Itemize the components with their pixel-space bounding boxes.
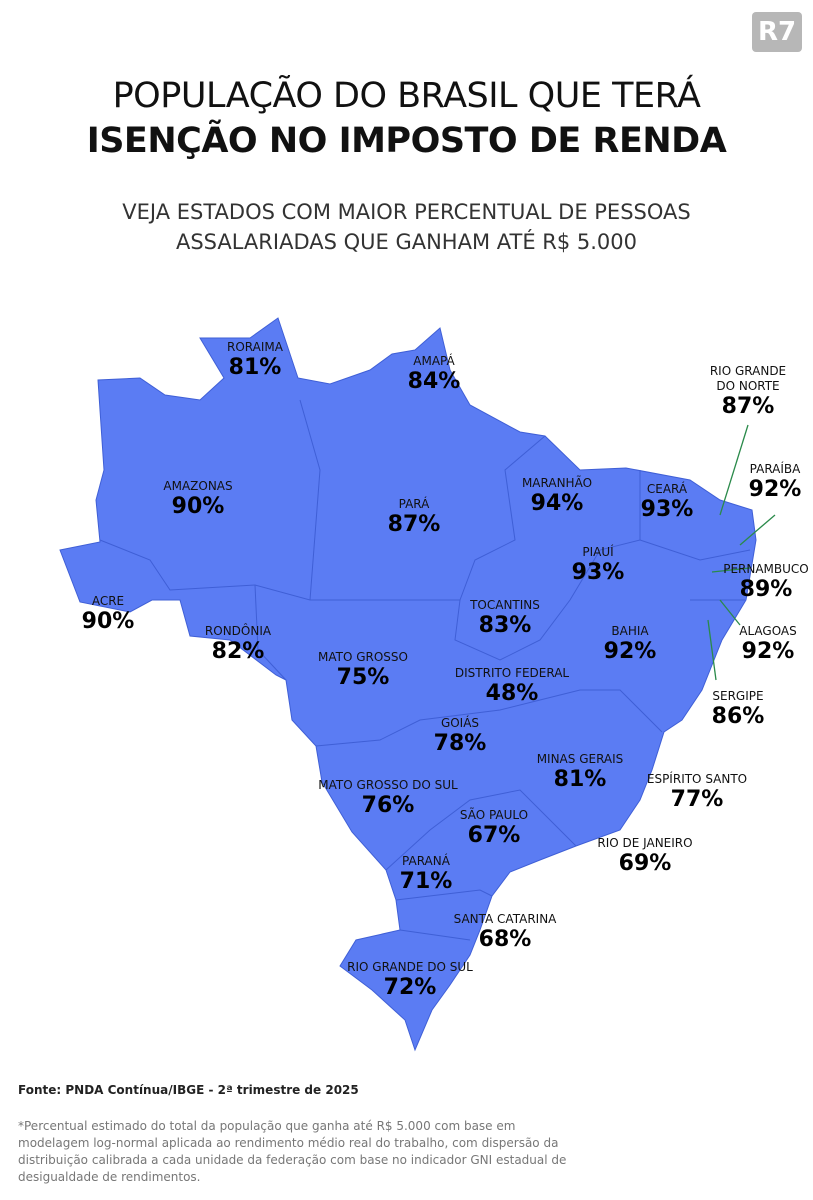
state-name: ESPÍRITO SANTO — [646, 772, 748, 786]
state-label: SERGIPE 86% — [658, 689, 813, 730]
state-value: 92% — [741, 639, 795, 664]
state-label: SÃO PAULO 67% — [414, 808, 574, 849]
state-label: MATO GROSSO 75% — [283, 650, 443, 691]
state-value: 75% — [336, 665, 390, 690]
state-label: ESPÍRITO SANTO 77% — [617, 772, 777, 813]
state-name: PARAÍBA — [749, 462, 801, 476]
state-label: PARANÁ 71% — [346, 854, 506, 895]
state-value: 68% — [478, 927, 532, 952]
title: ISENÇÃO NO IMPOSTO DE RENDA — [86, 121, 727, 161]
state-name: PARANÁ — [402, 854, 450, 868]
state-value: 81% — [553, 767, 607, 792]
state-label: RIO DE JANEIRO 69% — [565, 836, 725, 877]
state-name: CEARÁ — [646, 482, 688, 496]
state-value: 72% — [383, 975, 437, 1000]
state-value: 87% — [387, 512, 441, 537]
footnote: *Percentual estimado do total da populaç… — [18, 1119, 567, 1184]
state-name: PERNAMBUCO — [723, 562, 809, 576]
brazil-map — [59, 317, 757, 1052]
state-value: 67% — [467, 823, 521, 848]
state-label: MARANHÃO 94% — [477, 476, 637, 517]
logo: R7 — [752, 12, 802, 52]
state-name: SERGIPE — [712, 689, 764, 703]
state-label: PERNAMBUCO 89% — [686, 562, 813, 603]
connectors — [707, 424, 776, 681]
state-label: ALAGOAS 92% — [688, 624, 813, 665]
state-label: AMAPÁ 84% — [354, 354, 514, 395]
state-label: PIAUÍ 93% — [518, 545, 678, 586]
subtitle: ASSALARIADAS QUE GANHAM ATÉ R$ 5.000 — [175, 230, 638, 254]
state-value: 48% — [485, 681, 539, 706]
state-value: 69% — [618, 851, 672, 876]
state-name: ACRE — [91, 594, 125, 608]
title: POPULAÇÃO DO BRASIL QUE TERÁ — [112, 76, 701, 116]
state-label: RIO GRANDE DO SUL 72% — [330, 960, 490, 1001]
state-value: 86% — [711, 704, 765, 729]
state-name: RONDÔNIA — [204, 624, 272, 638]
state-name: GOIÁS — [440, 716, 480, 730]
state-value: 83% — [478, 613, 532, 638]
state-name: DISTRITO FEDERAL — [454, 666, 570, 680]
state-value: 89% — [739, 577, 793, 602]
state-value: 93% — [640, 497, 694, 522]
state-name: ALAGOAS — [739, 624, 797, 638]
state-value: 92% — [748, 477, 802, 502]
state-value: 82% — [211, 639, 265, 664]
state-label: RORAIMA 81% — [175, 340, 335, 381]
state-value: 87% — [721, 394, 775, 419]
state-name: BAHIA — [611, 624, 649, 638]
state-value: 92% — [603, 639, 657, 664]
state-name: RIO GRANDE DO NORTE — [709, 364, 787, 393]
state-label: GOIÁS 78% — [380, 716, 540, 757]
state-value: 76% — [361, 793, 415, 818]
state-value: 93% — [571, 560, 625, 585]
state-name: MINAS GERAIS — [536, 752, 624, 766]
state-name: MATO GROSSO DO SUL — [318, 778, 458, 792]
state-label: MATO GROSSO DO SUL 76% — [308, 778, 468, 819]
state-label: BAHIA 92% — [550, 624, 710, 665]
state-label: RONDÔNIA 82% — [158, 624, 318, 665]
state-name: SÃO PAULO — [459, 808, 529, 822]
state-value: 94% — [530, 491, 584, 516]
state-label: PARAÍBA 92% — [695, 462, 813, 503]
state-name: SANTA CATARINA — [453, 912, 557, 926]
state-label: AMAZONAS 90% — [118, 479, 278, 520]
state-name: MATO GROSSO — [318, 650, 408, 664]
state-label: SANTA CATARINA 68% — [425, 912, 585, 953]
state-name: RIO GRANDE DO SUL — [347, 960, 473, 974]
state-label: DISTRITO FEDERAL 48% — [432, 666, 592, 707]
borders — [99, 399, 751, 941]
state-name: MARANHÃO — [521, 476, 593, 490]
state-value: 90% — [171, 494, 225, 519]
state-value: 81% — [228, 355, 282, 380]
subtitle: VEJA ESTADOS COM MAIOR PERCENTUAL DE PES… — [122, 200, 691, 224]
state-label: PARÁ 87% — [334, 497, 494, 538]
state-value: 77% — [670, 787, 724, 812]
state-name: TOCANTINS — [470, 598, 540, 612]
source: Fonte: PNDA Contínua/IBGE - 2ª trimestre… — [18, 1083, 359, 1097]
state-label: MINAS GERAIS 81% — [500, 752, 660, 793]
state-name: AMAPÁ — [413, 354, 455, 368]
state-value: 84% — [407, 369, 461, 394]
state-label: RIO GRANDE DO NORTE 87% — [703, 364, 793, 420]
state-label: ACRE 90% — [28, 594, 188, 635]
state-name: PARÁ — [398, 497, 430, 511]
state-value: 71% — [399, 869, 453, 894]
state-name: RORAIMA — [227, 340, 283, 354]
state-name: AMAZONAS — [163, 479, 233, 493]
state-name: RIO DE JANEIRO — [597, 836, 693, 850]
state-name: PIAUÍ — [582, 545, 614, 559]
state-value: 78% — [433, 731, 487, 756]
state-value: 90% — [81, 609, 135, 634]
state-label: CEARÁ 93% — [587, 482, 747, 523]
state-label: TOCANTINS 83% — [425, 598, 585, 639]
